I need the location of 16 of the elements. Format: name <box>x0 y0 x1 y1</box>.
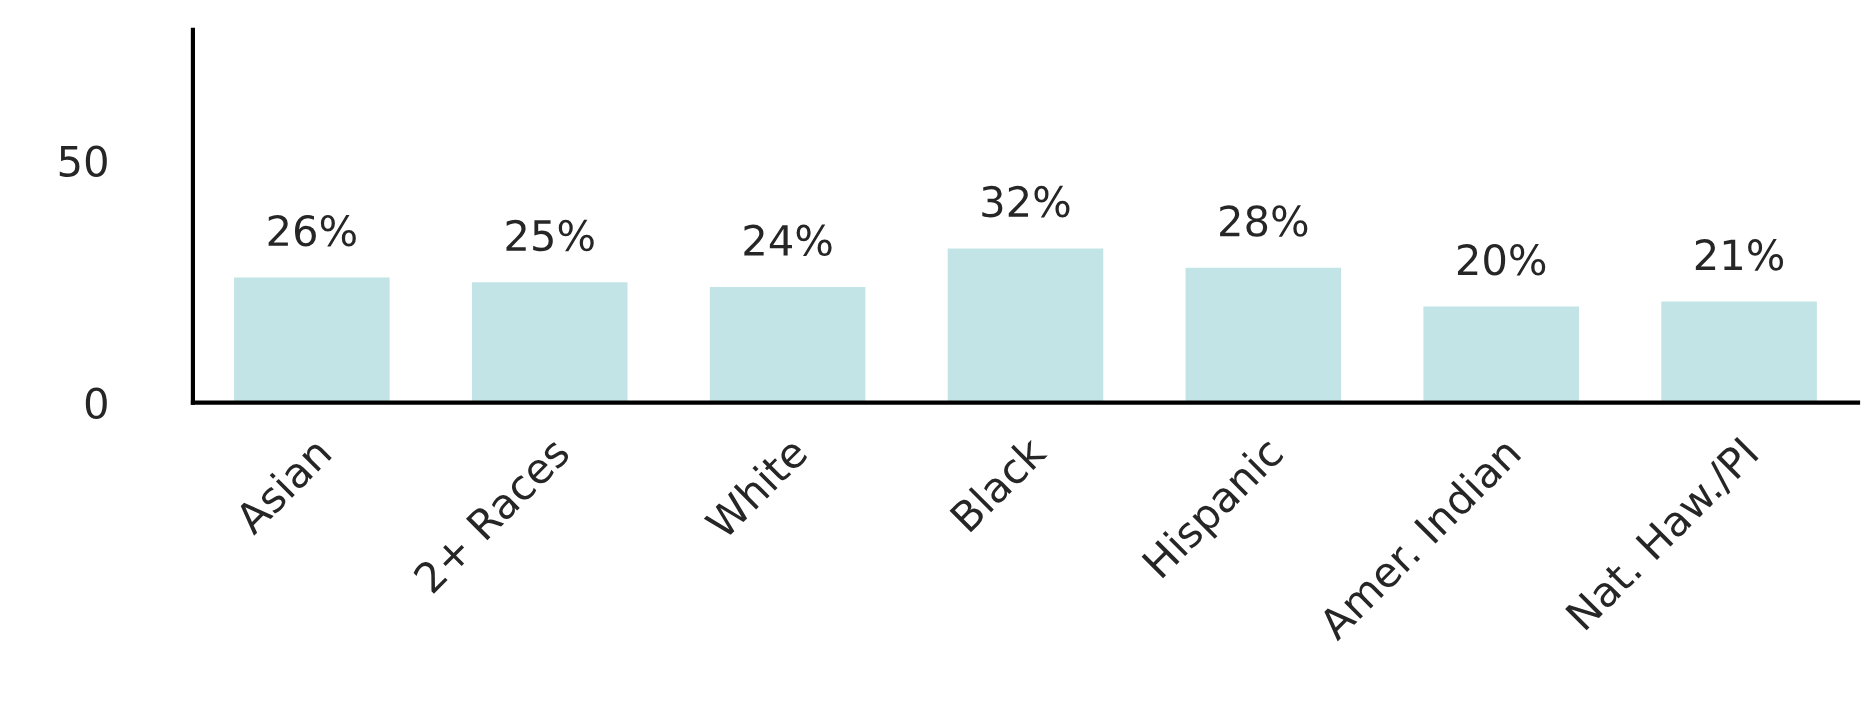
data-label: 25% <box>506 219 594 252</box>
bar <box>1184 266 1343 403</box>
y-tick-label: 50 <box>59 145 107 177</box>
bar <box>708 285 867 403</box>
bar <box>1659 300 1819 403</box>
y-tick-label: 0 <box>85 387 107 420</box>
data-label: 28% <box>1220 205 1308 237</box>
data-label: 24% <box>744 224 832 257</box>
bar <box>232 276 392 403</box>
data-label: 21% <box>1695 239 1784 271</box>
bar <box>946 246 1105 403</box>
data-label: 32% <box>982 185 1070 218</box>
data-label: 26% <box>268 214 356 247</box>
data-label: 20% <box>1457 243 1546 276</box>
bar <box>470 280 629 403</box>
bar <box>1422 305 1581 403</box>
